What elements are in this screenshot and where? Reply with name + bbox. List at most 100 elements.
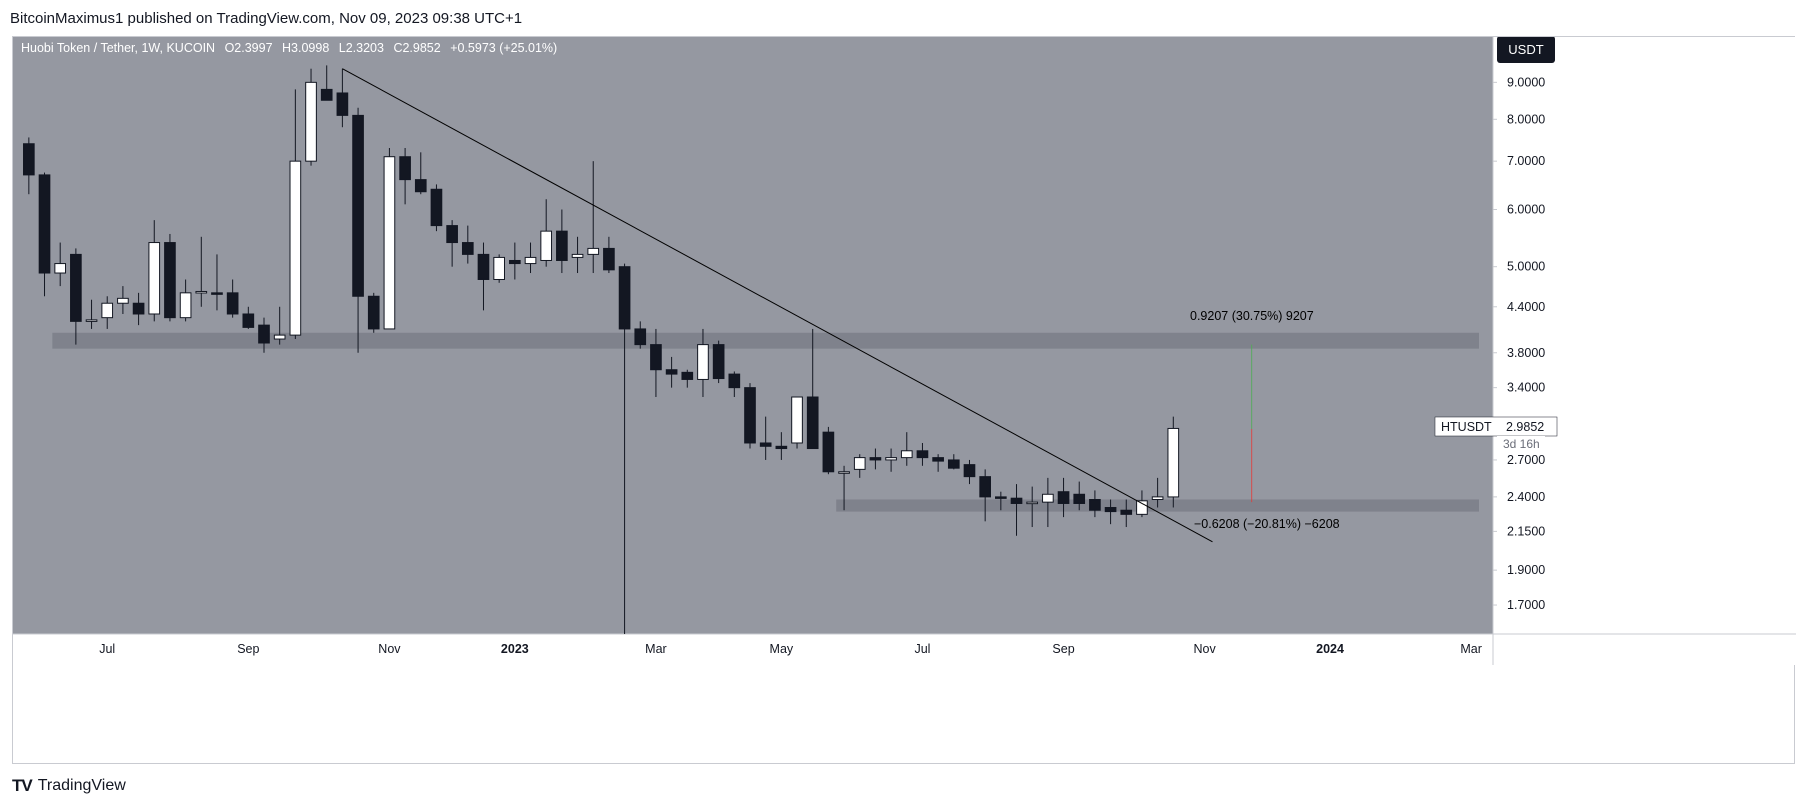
price-tag-price: 2.9852 [1506, 420, 1544, 434]
candle-body [822, 431, 835, 473]
candle-body [524, 256, 537, 265]
candle-body [728, 373, 741, 389]
candle [853, 454, 866, 478]
candle [712, 340, 725, 384]
candle [1026, 486, 1039, 528]
footer-brand[interactable]: TradingView [37, 777, 126, 794]
candle-body [634, 328, 647, 346]
tradingview-logo-icon[interactable]: TV [12, 776, 33, 795]
candle-body [23, 143, 35, 176]
candle [916, 442, 929, 466]
candle [336, 68, 349, 128]
candle-body [54, 263, 67, 274]
time-tick-label: Sep [1052, 642, 1074, 656]
candle [477, 242, 490, 311]
legend-open: 2.3997 [234, 41, 272, 55]
candle-body [759, 442, 772, 447]
candle [352, 107, 364, 353]
candle [571, 236, 584, 274]
price-tick-label: 9.0000 [1507, 75, 1545, 89]
candle [947, 454, 960, 470]
candle [697, 328, 709, 398]
candle-body [70, 253, 82, 322]
candle-body [885, 457, 897, 461]
candle [838, 465, 850, 511]
candle [556, 209, 568, 274]
candle [23, 137, 35, 195]
candle [258, 317, 270, 353]
currency-button[interactable]: USDT [1497, 37, 1555, 63]
candle [869, 448, 882, 470]
candle [540, 199, 553, 267]
candle [900, 432, 913, 466]
candle [885, 448, 897, 472]
candle-body [932, 457, 944, 462]
time-axis-background [13, 634, 1796, 665]
candle [493, 254, 505, 283]
candle-body [1026, 501, 1039, 505]
candle [1042, 477, 1054, 528]
candle [461, 225, 474, 264]
candle-body [947, 459, 960, 469]
candle-body [900, 450, 913, 459]
time-tick-label: Nov [1194, 642, 1217, 656]
candle-body [38, 174, 51, 274]
candle [1167, 416, 1180, 508]
candle-body [164, 242, 176, 319]
time-tick-label: Jul [914, 642, 930, 656]
candle [273, 306, 286, 345]
candle-body [383, 156, 396, 330]
candle [320, 65, 333, 101]
time-axis: Jul Sep Nov 2023 Mar May Jul Sep Nov 2024 Mar [99, 642, 1482, 656]
price-tag-ticker: HTUSDT [1441, 420, 1492, 434]
legend-low-label: L [339, 41, 346, 55]
candle [587, 161, 600, 274]
candle [70, 248, 82, 345]
candle-body [320, 88, 333, 101]
time-tick-label: Jul [99, 642, 115, 656]
candle [179, 279, 192, 322]
price-tick-label: 7.0000 [1507, 154, 1545, 168]
trendline-group [342, 68, 1253, 543]
candle-body [85, 319, 98, 322]
candle-body [226, 292, 239, 315]
candle [995, 491, 1007, 511]
candle [383, 148, 396, 330]
legend: Huobi Token / Tether, 1W, KUCOIN O2.3997… [21, 41, 557, 55]
legend-change: +0.5973 (+25.01%) [450, 41, 557, 55]
price-tick-label: 3.4000 [1507, 381, 1545, 395]
candle [963, 459, 976, 485]
candle-body [995, 496, 1007, 499]
candles [23, 65, 1180, 634]
legend-high: 3.0998 [291, 41, 329, 55]
candle-body [289, 160, 302, 336]
candle-body [838, 471, 850, 474]
candle-body [132, 302, 145, 315]
candle-body [618, 266, 631, 330]
candle [242, 306, 255, 329]
price-tag-countdown: 3d 16h [1503, 437, 1540, 451]
currency-label: USDT [1508, 42, 1543, 57]
candle-body [681, 371, 694, 380]
candle [932, 454, 944, 472]
candle-body [1073, 493, 1086, 504]
candle-body [179, 292, 192, 319]
candle-body [414, 179, 427, 193]
candlestick-chart[interactable]: 9.0000 8.0000 7.0000 6.0000 5.0000 4.4000 3.80… [13, 37, 1796, 765]
candle [195, 236, 208, 307]
price-tick-label: 6.0000 [1507, 203, 1545, 217]
candle [1057, 477, 1070, 518]
candle-body [336, 92, 349, 116]
candle-body [399, 156, 411, 181]
candle [38, 172, 51, 297]
candle [430, 184, 443, 232]
candle [1010, 484, 1023, 536]
candle-body [775, 445, 788, 450]
chart-frame[interactable]: 9.0000 8.0000 7.0000 6.0000 5.0000 4.4000 3.80… [12, 36, 1796, 765]
candle [806, 328, 819, 450]
candle [603, 236, 615, 274]
candle-body [1057, 491, 1070, 504]
candle [226, 279, 239, 318]
price-tick-label: 5.0000 [1507, 260, 1545, 274]
support-zone-1 [52, 332, 1479, 349]
